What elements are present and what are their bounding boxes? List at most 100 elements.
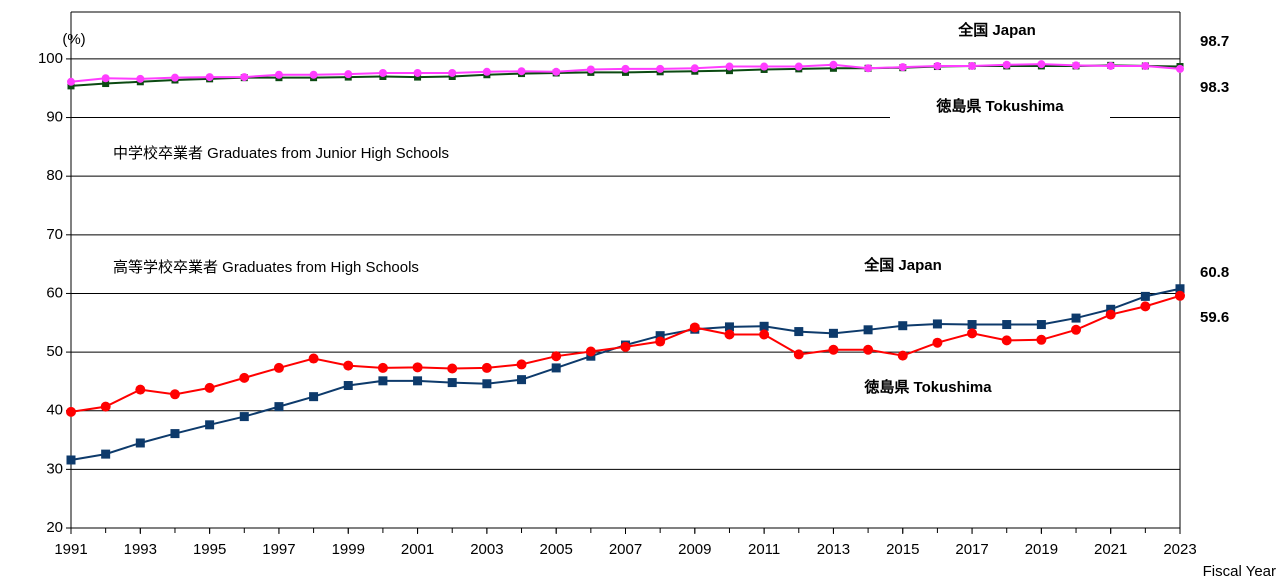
x-tick-label: 2021 bbox=[1094, 541, 1127, 558]
marker bbox=[67, 82, 75, 90]
marker bbox=[828, 344, 839, 355]
marker bbox=[205, 420, 215, 430]
marker bbox=[169, 389, 180, 400]
marker bbox=[343, 381, 353, 391]
marker bbox=[274, 402, 284, 412]
marker bbox=[725, 62, 734, 71]
x-tick-label: 2017 bbox=[955, 541, 988, 558]
marker bbox=[1037, 60, 1046, 69]
x-tick-label: 2011 bbox=[748, 541, 780, 558]
marker bbox=[239, 372, 250, 383]
marker bbox=[66, 406, 76, 417]
marker bbox=[135, 384, 146, 395]
x-tick-label: 2005 bbox=[540, 541, 573, 558]
marker bbox=[517, 375, 527, 385]
marker bbox=[135, 438, 145, 448]
marker bbox=[1175, 290, 1185, 301]
marker bbox=[447, 378, 457, 388]
marker bbox=[482, 67, 491, 76]
x-tick-label: 1993 bbox=[124, 541, 157, 558]
marker bbox=[793, 349, 804, 360]
x-tick-label: 2003 bbox=[470, 541, 503, 558]
y-tick-label: 90 bbox=[46, 109, 63, 126]
marker bbox=[66, 455, 76, 465]
series-label: 全国 Japan bbox=[957, 21, 1036, 39]
y-tick-label: 100 bbox=[38, 50, 63, 67]
marker bbox=[1140, 291, 1150, 301]
marker bbox=[1036, 320, 1046, 330]
x-tick-label: 2009 bbox=[678, 541, 711, 558]
marker bbox=[517, 67, 526, 76]
marker bbox=[1175, 284, 1185, 294]
marker bbox=[863, 325, 873, 335]
x-tick-label: 1991 bbox=[54, 541, 87, 558]
marker bbox=[309, 392, 319, 402]
marker bbox=[897, 350, 908, 361]
x-tick-label: 1995 bbox=[193, 541, 226, 558]
marker bbox=[655, 331, 665, 341]
marker bbox=[516, 359, 527, 370]
marker bbox=[1176, 64, 1184, 73]
annotation: 中学校卒業者 Graduates from Junior High School… bbox=[113, 145, 449, 162]
y-tick-label: 80 bbox=[46, 167, 63, 184]
marker bbox=[794, 62, 803, 71]
marker bbox=[967, 320, 977, 330]
marker bbox=[413, 376, 423, 386]
marker bbox=[621, 64, 630, 73]
marker bbox=[828, 328, 838, 338]
marker bbox=[932, 319, 942, 329]
marker bbox=[447, 363, 458, 374]
y-tick-label: 50 bbox=[46, 343, 63, 360]
x-tick-label: 2001 bbox=[401, 541, 434, 558]
marker bbox=[67, 77, 75, 86]
marker bbox=[378, 376, 388, 386]
series-label: 徳島県 Tokushima bbox=[935, 97, 1064, 115]
marker bbox=[724, 322, 734, 332]
marker bbox=[448, 68, 457, 77]
label-background bbox=[922, 18, 1072, 44]
marker bbox=[1071, 313, 1081, 323]
marker bbox=[620, 341, 631, 352]
marker bbox=[759, 329, 770, 340]
marker bbox=[344, 70, 353, 79]
marker bbox=[967, 328, 978, 339]
marker bbox=[1072, 61, 1081, 70]
x-tick-label: 2019 bbox=[1025, 541, 1058, 558]
marker bbox=[689, 322, 700, 333]
marker bbox=[170, 429, 180, 439]
marker bbox=[690, 64, 699, 73]
end-value-label: 98.7 bbox=[1200, 33, 1229, 50]
marker bbox=[309, 70, 318, 79]
marker bbox=[829, 60, 838, 69]
y-tick-label: 30 bbox=[46, 460, 63, 477]
y-axis-label: (%) bbox=[62, 31, 85, 48]
marker bbox=[378, 68, 387, 77]
x-tick-label: 2013 bbox=[817, 541, 850, 558]
marker bbox=[100, 401, 111, 412]
marker bbox=[552, 67, 561, 76]
marker bbox=[1036, 334, 1047, 345]
marker bbox=[1002, 60, 1011, 69]
marker bbox=[1140, 301, 1151, 312]
y-tick-label: 40 bbox=[46, 402, 63, 419]
x-axis-label: Fiscal Year bbox=[1203, 563, 1276, 580]
marker bbox=[205, 73, 214, 82]
marker bbox=[274, 70, 283, 79]
x-tick-label: 2023 bbox=[1163, 541, 1196, 558]
marker bbox=[898, 321, 908, 331]
series-label: 全国 Japan bbox=[863, 256, 942, 274]
marker bbox=[136, 74, 145, 83]
marker bbox=[170, 73, 179, 82]
marker bbox=[794, 327, 804, 337]
marker bbox=[482, 379, 492, 389]
marker bbox=[968, 61, 977, 70]
marker bbox=[1106, 61, 1115, 70]
marker bbox=[898, 63, 907, 72]
end-value-label: 59.6 bbox=[1200, 309, 1229, 326]
marker bbox=[102, 80, 110, 88]
marker bbox=[759, 321, 769, 331]
y-tick-label: 60 bbox=[46, 284, 63, 301]
marker bbox=[1106, 304, 1116, 314]
y-tick-label: 70 bbox=[46, 226, 63, 243]
